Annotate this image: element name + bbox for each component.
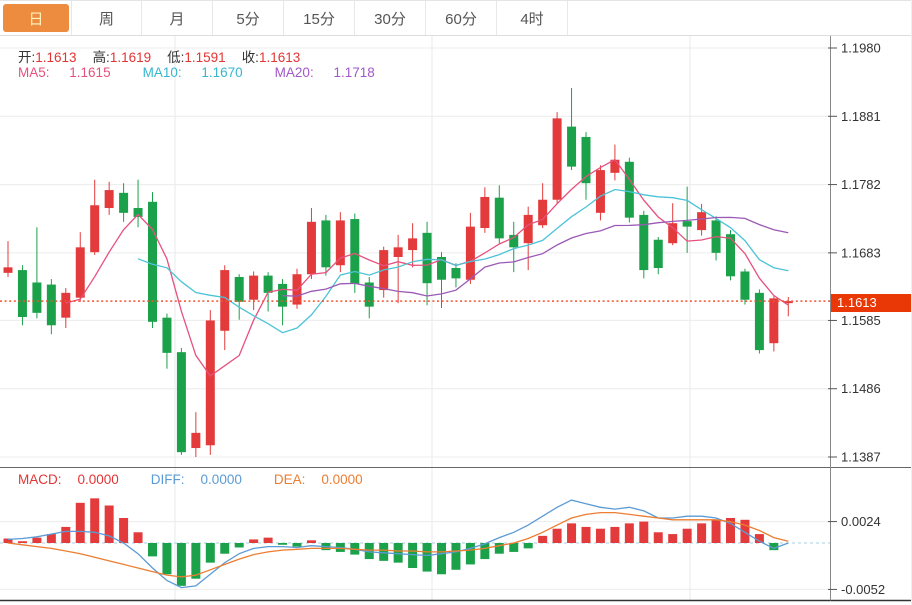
dea-line — [7, 511, 789, 578]
tab-15min[interactable]: 15分 — [284, 1, 355, 35]
svg-text:0.0024: 0.0024 — [841, 514, 881, 529]
svg-text:1.1387: 1.1387 — [841, 450, 881, 465]
svg-text:1.1980: 1.1980 — [841, 41, 881, 56]
period-tabbar: 日 周 月 5分 15分 30分 60分 4时 — [0, 0, 911, 36]
tab-30min[interactable]: 30分 — [355, 1, 426, 35]
macd-histogram — [3, 498, 779, 586]
tab-week[interactable]: 周 — [71, 1, 142, 35]
price-axis: 1.1980 1.1881 1.1782 1.1683 1.1585 1.1486 1.13… — [828, 41, 881, 465]
tab-5min[interactable]: 5分 — [213, 1, 284, 35]
svg-text:1.1683: 1.1683 — [841, 245, 881, 260]
panel-frame — [0, 36, 911, 602]
svg-text:1.1486: 1.1486 — [841, 381, 881, 396]
svg-text:1.1881: 1.1881 — [841, 109, 881, 124]
svg-text:-0.0052: -0.0052 — [841, 582, 885, 597]
ma5-line — [65, 158, 789, 377]
tab-day[interactable]: 日 — [3, 4, 69, 32]
macd-axis: 0.0024 -0.0052 — [828, 514, 885, 597]
ma10-line — [137, 188, 789, 334]
tab-month[interactable]: 月 — [142, 1, 213, 35]
svg-text:1.1585: 1.1585 — [841, 313, 881, 328]
gridlines — [0, 36, 830, 601]
tab-4hour[interactable]: 4时 — [497, 1, 568, 35]
ma20-line — [282, 216, 789, 297]
candles — [3, 88, 793, 457]
tab-60min[interactable]: 60分 — [426, 1, 497, 35]
svg-text:1.1782: 1.1782 — [841, 177, 881, 192]
